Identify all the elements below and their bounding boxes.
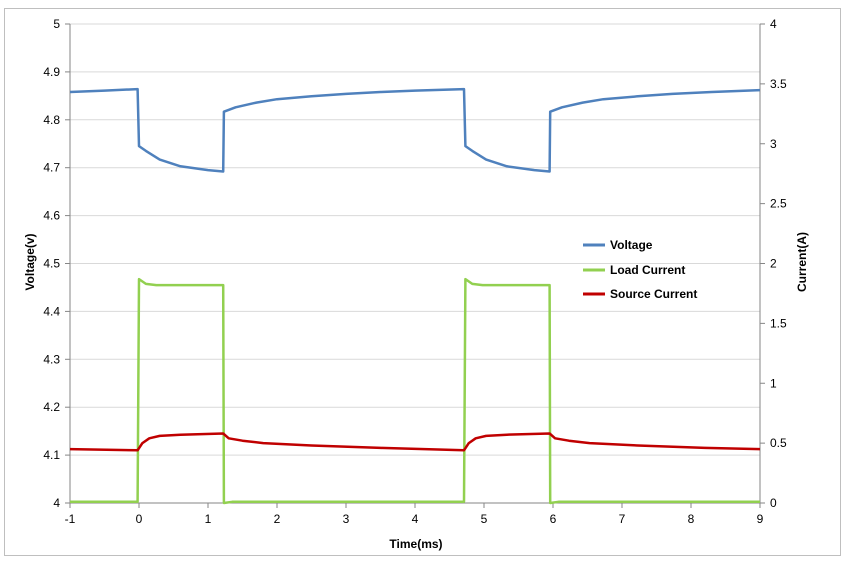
y-right-tick-label: 3: [770, 137, 777, 151]
y-right-tick-label: 0: [770, 496, 777, 510]
y-right-tick-label: 2: [770, 257, 777, 271]
y-left-tick-label: 4.3: [43, 352, 60, 366]
legend-label-load-current: Load Current: [610, 263, 685, 277]
x-axis-label: Time(ms): [389, 537, 442, 551]
y-left-tick-label: 4: [53, 496, 60, 510]
y-left-tick-label: 4.7: [43, 161, 60, 175]
y-right-tick-label: 3.5: [770, 77, 787, 91]
x-tick-label: 3: [343, 512, 350, 526]
x-tick-label: 1: [205, 512, 212, 526]
x-tick-label: 9: [757, 512, 764, 526]
legend-label-source-current: Source Current: [610, 287, 697, 301]
y-left-tick-label: 4.4: [43, 304, 60, 318]
x-tick-label: 7: [619, 512, 626, 526]
x-tick-label: 8: [688, 512, 695, 526]
y-left-tick-label: 5: [53, 17, 60, 31]
y-left-tick-label: 4.1: [43, 448, 60, 462]
x-tick-label: 5: [481, 512, 488, 526]
y-left-tick-label: 4.9: [43, 65, 60, 79]
y-right-tick-label: 0.5: [770, 436, 787, 450]
y-right-tick-label: 1.5: [770, 316, 787, 330]
y-left-ticks: 4 4.1 4.2 4.3 4.4 4.5 4.6 4.7 4.8 4.9 5: [43, 17, 70, 510]
series-lines: [69, 87, 761, 505]
legend-label-voltage: Voltage: [610, 238, 653, 252]
y-right-tick-label: 4: [770, 17, 777, 31]
y-right-tick-label: 1: [770, 376, 777, 390]
series-load-current-line: [70, 277, 760, 505]
x-tick-label: 4: [412, 512, 419, 526]
x-tick-label: 0: [136, 512, 143, 526]
x-ticks: -1 0 1 2 3 4 5 6 7 8 9: [65, 503, 764, 526]
y-right-ticks: 0 0.5 1 1.5 2 2.5 3 3.5 4: [760, 17, 787, 510]
y-left-tick-label: 4.6: [43, 209, 60, 223]
y-left-tick-label: 4.5: [43, 257, 60, 271]
y-left-axis-label: Voltage(v): [23, 233, 37, 290]
y-right-axis-label: Current(A): [795, 232, 809, 292]
y-left-tick-label: 4.8: [43, 113, 60, 127]
series-source-current-line: [69, 432, 761, 452]
x-tick-label: 2: [274, 512, 281, 526]
series-voltage-line: [69, 87, 761, 173]
y-right-tick-label: 2.5: [770, 197, 787, 211]
x-tick-label: -1: [65, 512, 76, 526]
y-left-tick-label: 4.2: [43, 400, 60, 414]
x-tick-label: 6: [550, 512, 557, 526]
legend: Voltage Load Current Source Current: [583, 238, 697, 301]
